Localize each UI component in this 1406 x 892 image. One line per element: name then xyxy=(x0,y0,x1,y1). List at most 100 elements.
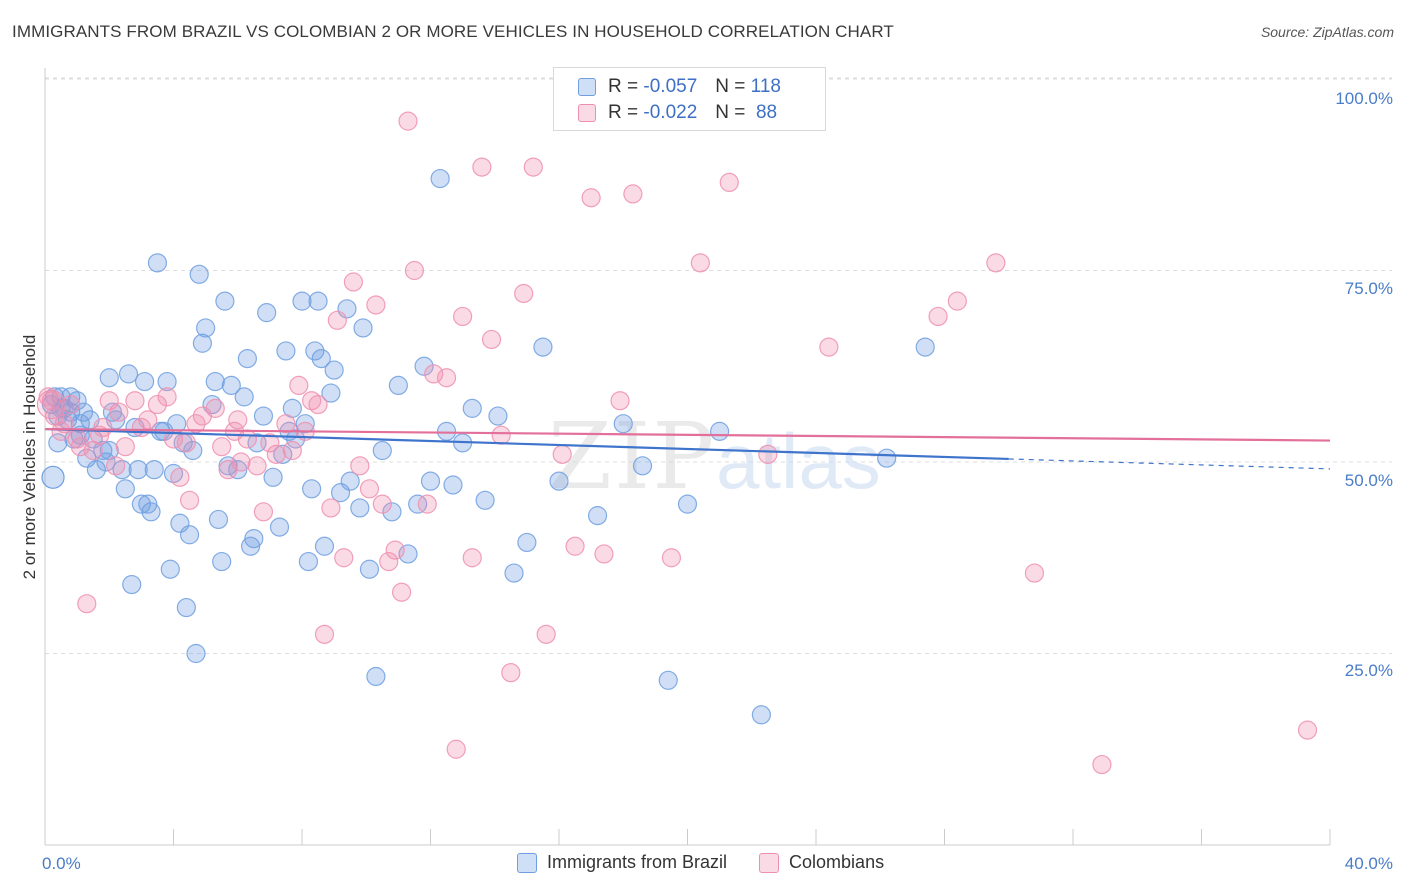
y-tick-label: 75.0% xyxy=(1345,279,1393,298)
colombians-point xyxy=(417,494,437,514)
brazil-point xyxy=(350,498,370,518)
brazil-point xyxy=(215,291,235,311)
brazil-point xyxy=(115,479,135,499)
colombians-point xyxy=(260,433,280,453)
brazil-point xyxy=(183,440,203,461)
brazil-point xyxy=(41,465,65,489)
watermark-atlas: atlas xyxy=(716,417,881,505)
brazil-point xyxy=(475,490,495,510)
colombians-point xyxy=(623,184,643,204)
brazil-point xyxy=(382,502,402,522)
colombians-point xyxy=(308,394,328,415)
colombians-point xyxy=(928,306,948,327)
brazil-point xyxy=(314,536,335,556)
legend-row-brazil: R = -0.057 N = 118 xyxy=(578,75,781,99)
colombians-point xyxy=(179,490,200,510)
colombians-point xyxy=(321,498,341,518)
colombians-point xyxy=(176,433,196,453)
colombians-point xyxy=(77,594,97,614)
brazil-point xyxy=(212,551,232,572)
colombians-point xyxy=(819,337,839,357)
brazil-trend-line xyxy=(44,427,1009,461)
colombians-point xyxy=(343,272,363,292)
brazil-point xyxy=(179,525,200,545)
y-tick-label: 100.0% xyxy=(1335,89,1393,108)
brazil-point xyxy=(176,597,196,618)
colombians-point xyxy=(61,394,81,415)
brazil-point xyxy=(359,559,380,579)
colombians-point xyxy=(70,437,90,457)
colombians-point xyxy=(51,421,71,441)
brazil-point xyxy=(488,406,508,426)
brazil-point xyxy=(273,444,293,464)
colombians-point xyxy=(986,253,1006,273)
series-legend: Immigrants from Brazil Colombians xyxy=(517,852,916,873)
brazil-point xyxy=(915,337,935,357)
brazil-point xyxy=(549,471,569,491)
colombians-point xyxy=(398,111,418,131)
brazil-point xyxy=(613,414,633,434)
legend-n-label: N = xyxy=(715,102,746,123)
colombians-point xyxy=(359,479,380,499)
legend-label-brazil: Immigrants from Brazil xyxy=(547,852,728,872)
colombians-point xyxy=(350,456,370,476)
brazil-point xyxy=(118,364,139,384)
brazil-trend-extension xyxy=(1008,458,1331,470)
brazil-point xyxy=(321,383,341,403)
chart-title: IMMIGRANTS FROM BRAZIL VS COLOMBIAN 2 OR… xyxy=(12,22,894,41)
colombians-point xyxy=(1024,563,1045,583)
colombians-point xyxy=(106,456,126,476)
watermark: ZIP atlas xyxy=(548,403,881,510)
brazil-point xyxy=(141,502,161,522)
colombians-point xyxy=(514,283,534,304)
colombians-point xyxy=(36,390,66,420)
legend-n-label: N = xyxy=(715,76,746,97)
brazil-point xyxy=(353,318,373,338)
brazil-point xyxy=(99,368,119,388)
brazil-point xyxy=(443,475,463,495)
brazil-point xyxy=(157,371,177,392)
brazil-point xyxy=(420,471,441,491)
legend-item-colombians[interactable]: Colombians xyxy=(759,852,884,873)
brazil-point xyxy=(751,705,771,725)
brazil-point xyxy=(292,291,312,311)
brazil-point xyxy=(186,643,206,664)
colombians-point xyxy=(758,444,778,464)
colombians-point xyxy=(1297,720,1318,740)
colombians-point xyxy=(565,536,585,556)
brazil-point xyxy=(324,360,344,380)
brazil-point xyxy=(877,448,897,468)
legend-label-colombians: Colombians xyxy=(789,852,885,872)
colombians-point xyxy=(327,310,347,330)
colombians-point xyxy=(424,364,444,384)
colombians-point xyxy=(610,391,630,411)
colombians-point xyxy=(276,414,296,434)
watermark-zip: ZIP xyxy=(548,403,716,510)
colombians-point xyxy=(436,368,457,388)
colombians-point xyxy=(481,329,502,350)
colombians-point xyxy=(205,398,225,418)
colombians-point xyxy=(366,295,386,315)
legend-swatch-colombians xyxy=(578,104,596,122)
legend-item-brazil[interactable]: Immigrants from Brazil xyxy=(517,852,727,873)
colombians-point xyxy=(125,391,145,411)
brazil-point xyxy=(308,291,328,311)
brazil-point xyxy=(244,528,264,549)
legend-r-label: R = xyxy=(608,102,639,123)
brazil-point xyxy=(658,670,678,690)
brazil-point xyxy=(533,337,553,357)
colombians-point xyxy=(289,375,309,395)
legend-swatch-brazil xyxy=(517,852,537,873)
brazil-point xyxy=(305,341,325,361)
brazil-point xyxy=(228,460,248,480)
brazil-point xyxy=(138,494,158,514)
y-axis-title: 2 or more Vehicles in Household xyxy=(20,335,39,580)
colombians-point xyxy=(594,544,614,564)
colombians-point xyxy=(391,582,412,602)
colombians-point xyxy=(157,387,177,407)
brazil-point xyxy=(398,544,418,564)
colombians-point xyxy=(247,456,267,476)
colombians-point xyxy=(282,440,302,461)
colombians-point xyxy=(385,540,405,560)
brazil-point xyxy=(48,433,68,453)
